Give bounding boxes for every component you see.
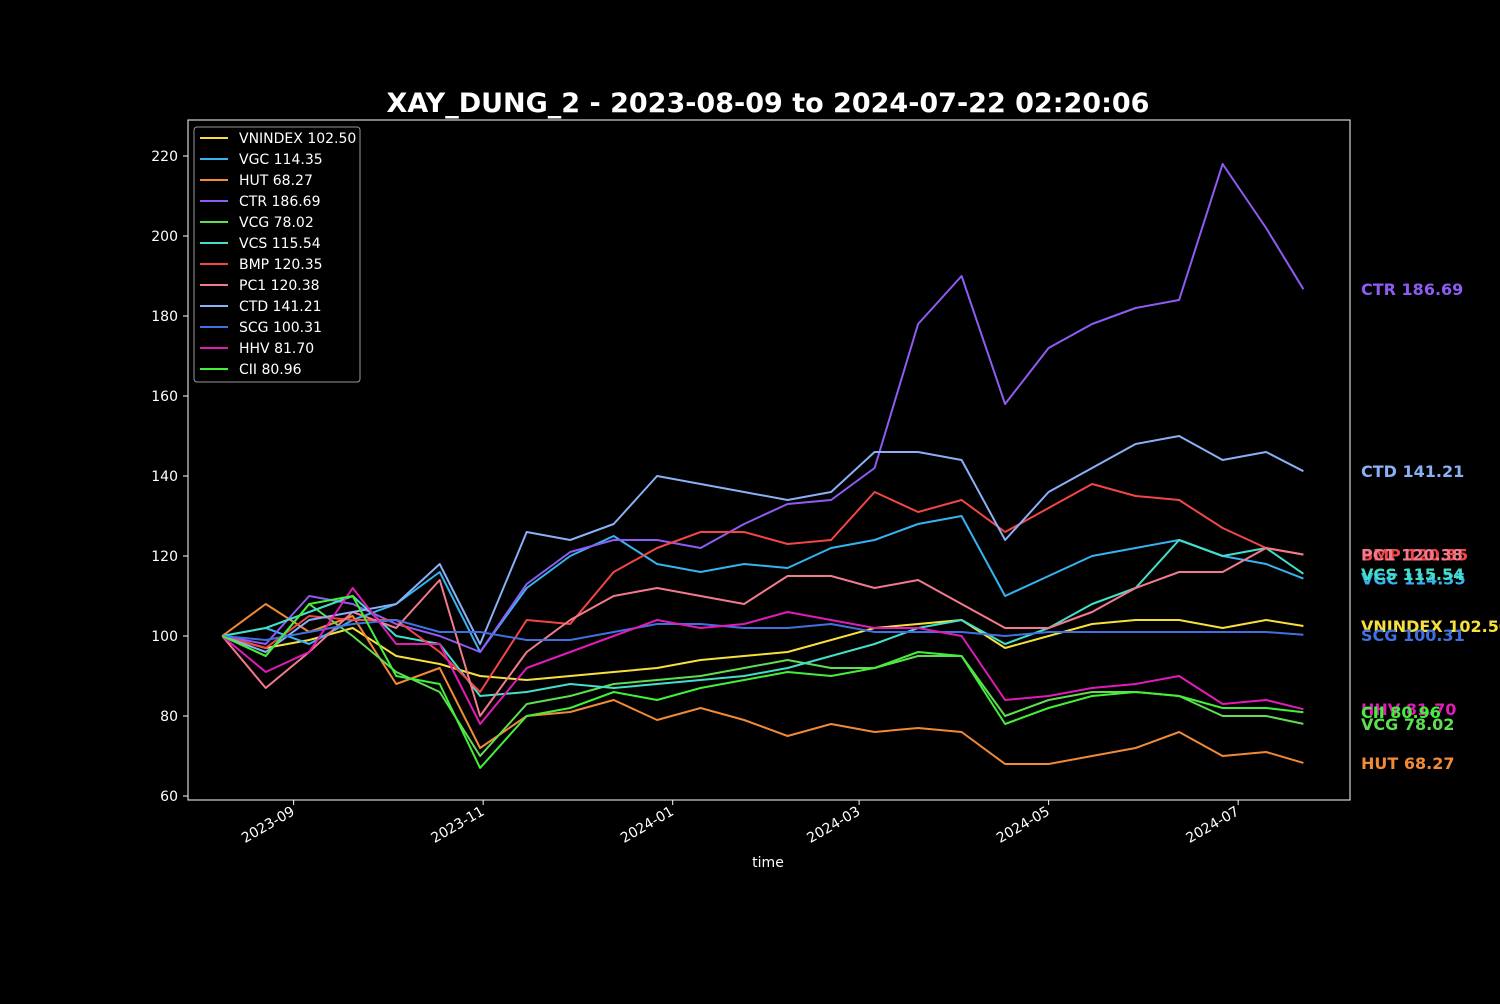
legend-box [193, 126, 361, 383]
series-line-vcs [222, 539, 1304, 697]
y-tick-label-140: 140 [151, 469, 178, 485]
legend: VNINDEX 102.50 VGC 114.35 HUT 68.27 CTR 186… [193, 126, 361, 383]
y-axis: 60 80 100 120 140 160 180 200 220 [151, 149, 188, 805]
end-label-ctd: CTD 141.21 [1361, 462, 1464, 481]
legend-label-ctd: CTD 141.21 [239, 299, 322, 315]
series-line-bmp [221, 483, 1304, 693]
y-tick-label-160: 160 [151, 389, 178, 405]
y-tick-label-120: 120 [151, 549, 178, 565]
series-line-hut [221, 603, 1304, 765]
end-label-vcs: VCS 115.54 [1361, 565, 1464, 584]
legend-label-cii: CII 80.96 [239, 362, 302, 378]
end-label-cii: CII 80.96 [1361, 703, 1441, 722]
legend-label-hut: HUT 68.27 [239, 173, 313, 189]
y-tick-label-100: 100 [151, 629, 178, 645]
legend-label-vgc: VGC 114.35 [239, 152, 323, 168]
end-label-vcg: VCG 78.02 [1361, 715, 1454, 734]
plot-lines [221, 163, 1305, 769]
chart-title: XAY_DUNG_2 - 2023-08-09 to 2024-07-22 02… [387, 88, 1150, 119]
end-label-pc1: PC1 120.38 [1361, 545, 1463, 564]
legend-label-hhv: HHV 81.70 [239, 341, 314, 357]
end-label-hut: HUT 68.27 [1361, 754, 1454, 773]
y-tick-label-180: 180 [151, 309, 178, 325]
y-tick-label-220: 220 [151, 149, 178, 165]
legend-label-bmp: BMP 120.35 [239, 257, 323, 273]
series-line-pc1 [221, 547, 1304, 717]
end-labels: VNINDEX 102.50 VGC 114.35 HUT 68.27 CTR 186… [1361, 280, 1500, 773]
end-label-vgc: VGC 114.35 [1361, 570, 1466, 589]
legend-label-scg: SCG 100.31 [239, 320, 322, 336]
legend-label-vcs: VCS 115.54 [239, 236, 321, 252]
plot-frame [187, 119, 1351, 801]
legend-label-pc1: PC1 120.38 [239, 278, 320, 294]
y-tick-label-80: 80 [160, 709, 178, 725]
legend-label-vcg: VCG 78.02 [239, 215, 314, 231]
end-label-hhv: HHV 81.70 [1361, 700, 1456, 719]
series-line-hhv [221, 587, 1304, 725]
end-label-scg: SCG 100.31 [1361, 626, 1465, 645]
series-line-ctd [221, 435, 1304, 653]
series-line-scg [222, 619, 1304, 641]
end-label-bmp: BMP 120.35 [1361, 546, 1468, 565]
x-axis-label: time [752, 855, 784, 871]
end-label-vnindex: VNINDEX 102.50 [1361, 617, 1500, 636]
series-line-cii [221, 595, 1304, 769]
legend-label-ctr: CTR 186.69 [239, 194, 321, 210]
end-label-ctr: CTR 186.69 [1361, 280, 1463, 299]
series-line-vnindex [221, 619, 1304, 681]
y-tick-label-60: 60 [160, 789, 178, 805]
legend-label-vnindex: VNINDEX 102.50 [239, 131, 356, 147]
y-tick-label-200: 200 [151, 229, 178, 245]
